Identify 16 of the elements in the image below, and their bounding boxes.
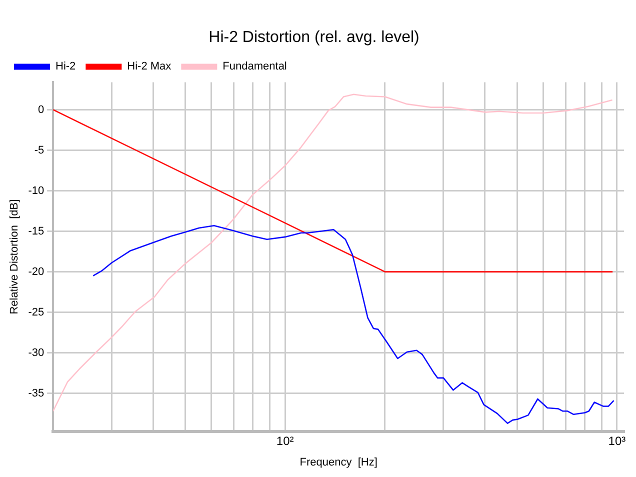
y-tick-label: -20 [28, 266, 44, 278]
x-tick-label: 10² [276, 434, 294, 448]
y-tick-label: -25 [28, 306, 44, 318]
y-tick-label: -15 [28, 225, 44, 238]
y-tick-label: -35 [28, 387, 44, 400]
x-axis-title: Frequency [Hz] [300, 456, 378, 468]
legend-label: Fundamental [222, 60, 287, 73]
y-tick-label: 0 [38, 104, 44, 116]
y-tick-label: -5 [34, 144, 44, 156]
x-tick-label: 10³ [608, 434, 626, 448]
legend-label: Hi-2 Max [127, 60, 172, 73]
y-axis-title: Relative Distortion [dB] [8, 199, 21, 314]
y-tick-label: -30 [28, 346, 44, 359]
y-tick-label: -10 [28, 184, 44, 197]
legend-label: Hi-2 [56, 60, 76, 73]
chart-title: Hi-2 Distortion (rel. avg. level) [208, 29, 420, 46]
